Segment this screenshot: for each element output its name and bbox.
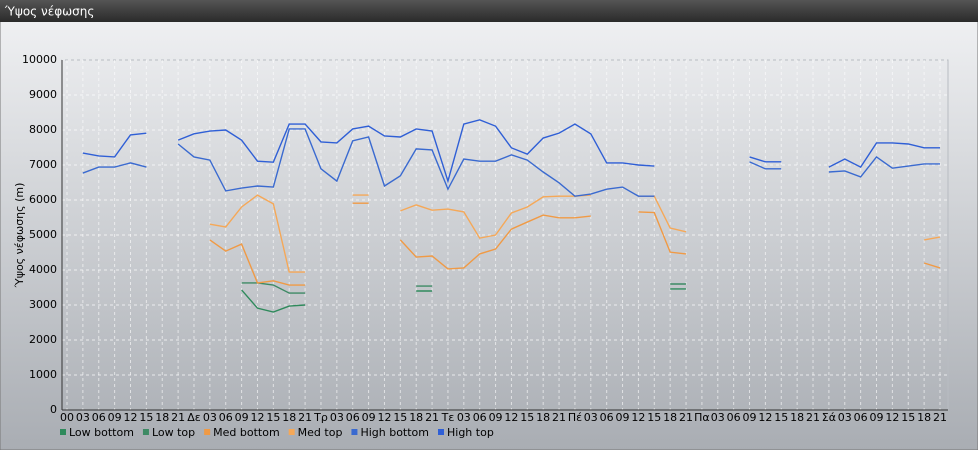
x-tick-label: 06 (219, 411, 233, 424)
x-tick-label: 09 (108, 411, 122, 424)
x-tick-label: 09 (235, 411, 249, 424)
x-tick-label: 09 (870, 411, 884, 424)
x-tick-label: 15 (266, 411, 280, 424)
x-tick-label: 06 (854, 411, 868, 424)
series-line (82, 119, 940, 184)
x-tick-label: 03 (76, 411, 90, 424)
x-tick-label: 03 (457, 411, 471, 424)
y-tick-label: 1000 (29, 368, 57, 381)
y-tick-label: 3000 (29, 298, 57, 311)
y-tick-label: 2000 (29, 333, 57, 346)
x-tick-label: 18 (409, 411, 423, 424)
legend-swatch (204, 429, 211, 435)
x-tick-label: 09 (362, 411, 376, 424)
y-axis-label: Ύψος νέφωσης (m) (13, 183, 26, 289)
x-tick-label: 21 (679, 411, 693, 424)
legend-label: High top (447, 426, 494, 439)
y-tick-label: 6000 (29, 193, 57, 206)
x-tick-label: 21 (425, 411, 439, 424)
x-tick-label: 12 (504, 411, 518, 424)
x-tick-label: 18 (790, 411, 804, 424)
series-line (241, 288, 687, 313)
legend-swatch (351, 429, 358, 435)
x-tick-label: 21 (171, 411, 185, 424)
x-tick-label: 03 (330, 411, 344, 424)
y-tick-label: 10000 (22, 53, 57, 66)
x-tick-label: 21 (298, 411, 312, 424)
x-tick-label: 15 (139, 411, 153, 424)
title-bar (0, 0, 978, 22)
series-line (82, 128, 940, 197)
x-tick-label: 15 (774, 411, 788, 424)
x-tick-label: 00 (60, 411, 74, 424)
x-tick-label: 06 (92, 411, 106, 424)
y-tick-label: 9000 (29, 88, 57, 101)
x-tick-label: 21 (933, 411, 947, 424)
x-tick-label: 12 (758, 411, 772, 424)
x-tick-label: 12 (123, 411, 137, 424)
x-tick-label: 03 (838, 411, 852, 424)
x-tick-label: 18 (282, 411, 296, 424)
y-tick-label: 5000 (29, 228, 57, 241)
x-tick-label: Πέ (568, 411, 582, 424)
x-tick-label: 18 (917, 411, 931, 424)
x-tick-label: 15 (901, 411, 915, 424)
x-tick-label: 03 (203, 411, 217, 424)
x-tick-label: 06 (473, 411, 487, 424)
y-tick-label: 0 (50, 403, 57, 416)
x-tick-label: 21 (806, 411, 820, 424)
x-tick-label: Δε (187, 411, 201, 424)
legend-label: Low bottom (69, 426, 134, 439)
series-line (209, 194, 941, 273)
legend-swatch (142, 429, 149, 435)
x-tick-label: 06 (600, 411, 614, 424)
chart-title: Ύψος νέφωσης (4, 5, 94, 19)
x-tick-label: 06 (727, 411, 741, 424)
x-tick-label: 09 (616, 411, 630, 424)
x-tick-label: 12 (250, 411, 264, 424)
x-tick-label: 15 (520, 411, 534, 424)
x-tick-label: 18 (155, 411, 169, 424)
x-tick-label: 09 (489, 411, 503, 424)
x-tick-label: 12 (885, 411, 899, 424)
x-tick-label: 09 (743, 411, 757, 424)
x-tick-label: 06 (346, 411, 360, 424)
y-tick-label: 4000 (29, 263, 57, 276)
x-tick-label: 15 (393, 411, 407, 424)
x-tick-label: 03 (711, 411, 725, 424)
legend-label: Low top (152, 426, 195, 439)
x-tick-label: Τε (441, 411, 455, 424)
x-tick-label: Πα (694, 411, 710, 424)
x-tick-label: 12 (631, 411, 645, 424)
legend-swatch (288, 429, 295, 435)
x-tick-label: 15 (647, 411, 661, 424)
x-tick-label: Σά (822, 411, 836, 424)
series-line (241, 282, 687, 294)
y-tick-label: 8000 (29, 123, 57, 136)
series-line (209, 202, 941, 286)
legend-swatch (438, 429, 444, 435)
legend-label: Med bottom (213, 426, 280, 439)
legend-label: Med top (298, 426, 343, 439)
y-tick-label: 7000 (29, 158, 57, 171)
x-tick-label: 18 (663, 411, 677, 424)
x-tick-label: 21 (552, 411, 566, 424)
x-tick-label: 03 (584, 411, 598, 424)
x-tick-label: 18 (536, 411, 550, 424)
legend-swatch (60, 429, 66, 435)
legend-label: High bottom (360, 426, 429, 439)
x-tick-label: 12 (377, 411, 391, 424)
x-tick-label: Τρ (313, 411, 328, 424)
